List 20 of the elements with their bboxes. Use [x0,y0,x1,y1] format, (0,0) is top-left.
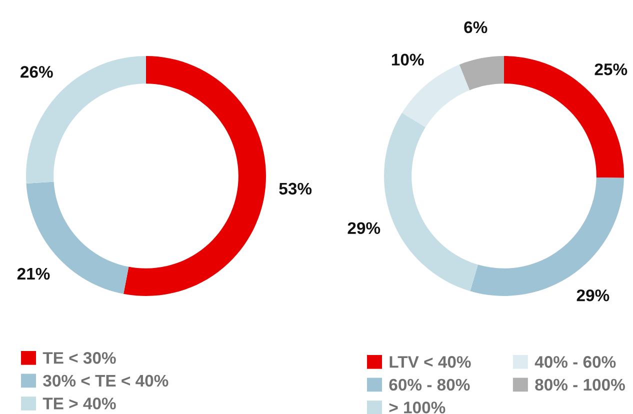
legend-label: TE < 30% [42,352,116,364]
data-label: 26% [20,66,53,78]
legend-label: LTV < 40% [390,356,471,368]
legend-label: 40% - 60% [534,356,616,368]
donut-slice [459,56,504,90]
legend-label: 80% - 100% [535,378,625,391]
data-label: 10% [392,54,424,66]
legend-label: > 100% [389,402,446,414]
data-label: 25% [594,63,628,76]
data-label: 21% [17,268,50,280]
donut-slice [384,112,478,292]
legend-label: TE > 40% [42,398,116,410]
data-label: 6% [464,21,488,34]
donut-slice [402,64,470,128]
data-label: 29% [348,222,380,234]
data-label: 29% [576,289,610,302]
donut-slice [124,56,266,296]
legend-label: 60% - 80% [389,378,470,391]
legend-label: 30% < TE < 40% [43,374,168,387]
data-label: 53% [279,182,312,195]
